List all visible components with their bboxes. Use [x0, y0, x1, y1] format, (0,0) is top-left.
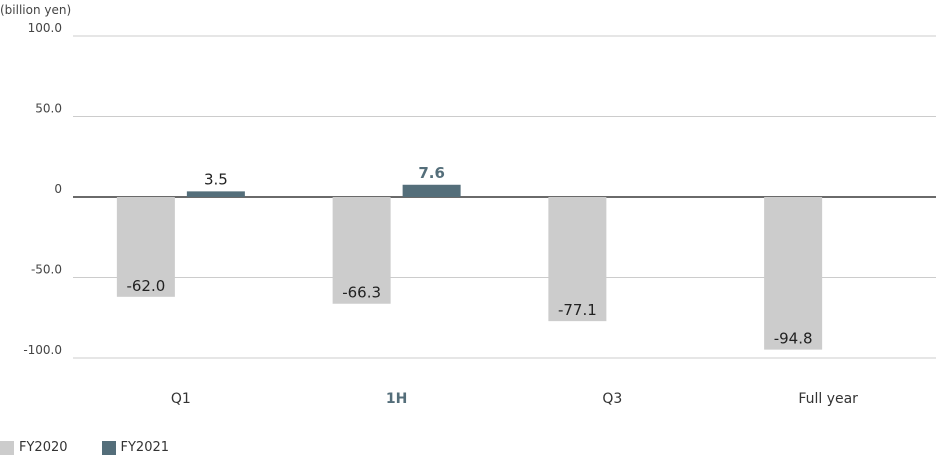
y-tick-label: 50.0: [35, 102, 62, 116]
bar-fy2021-q1: [186, 191, 245, 197]
value-label: 7.6: [418, 164, 445, 182]
y-tick-label: -100.0: [23, 343, 62, 357]
value-label: 3.5: [204, 170, 228, 188]
y-tick-label: -50.0: [31, 263, 62, 277]
legend-item-fy2020: FY2020: [0, 440, 68, 455]
legend: FY2020 FY2021: [0, 440, 203, 455]
legend-swatch-fy2020: [0, 440, 14, 455]
category-label: Full year: [798, 391, 858, 407]
category-label: 1H: [386, 391, 407, 407]
bar-fy2020-1h: [332, 197, 391, 304]
unit-label: (billion yen): [0, 3, 72, 17]
y-tick-label: 0: [54, 182, 62, 196]
category-label: Q3: [602, 391, 622, 407]
value-label: -77.1: [558, 301, 597, 319]
value-label: -94.8: [774, 330, 813, 348]
value-label: -66.3: [342, 284, 381, 302]
bar-chart: 100.0 50.0 0 -50.0 -100.0 -62.0 3.5 Q1 -66.3 7.6 1…: [23, 21, 936, 407]
legend-label-fy2021: FY2021: [120, 440, 170, 455]
bar-fy2020-full-year: [764, 197, 823, 350]
legend-label-fy2020: FY2020: [19, 440, 68, 455]
y-tick-label: 100.0: [28, 21, 62, 35]
legend-item-fy2021: FY2021: [101, 440, 170, 455]
category-label: Q1: [171, 391, 191, 407]
bar-fy2020-q3: [548, 197, 607, 322]
bar-fy2021-1h: [402, 184, 461, 197]
legend-swatch-fy2021: [101, 440, 116, 455]
value-label: -62.0: [126, 277, 165, 295]
bar-fy2020-q1: [116, 197, 175, 297]
